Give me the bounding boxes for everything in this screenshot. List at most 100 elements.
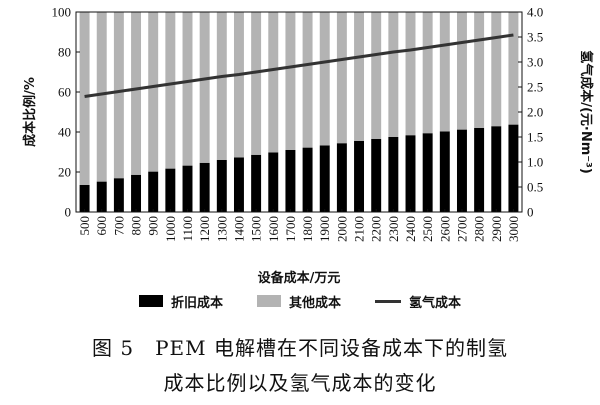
bar-depreciation-1800 xyxy=(302,147,313,212)
x-tick-label-2000: 2000 xyxy=(334,216,349,242)
x-tick-label-1800: 1800 xyxy=(300,216,315,242)
bar-depreciation-1700 xyxy=(285,150,296,212)
bar-depreciation-700 xyxy=(113,178,124,212)
bar-other-1500 xyxy=(251,12,262,155)
x-tick-label-700: 700 xyxy=(111,216,126,236)
bar-other-1400 xyxy=(233,12,244,158)
bar-depreciation-2600 xyxy=(439,131,450,212)
bar-depreciation-1400 xyxy=(233,157,244,212)
bar-depreciation-2100 xyxy=(354,141,365,212)
y-axis-ticks: 0 20 40 60 80 100 xyxy=(52,5,80,220)
x-tick-label-1300: 1300 xyxy=(214,216,229,242)
y2-tick-label-3.5: 3.5 xyxy=(527,30,543,45)
bar-depreciation-1300 xyxy=(216,160,227,212)
bar-other-2000 xyxy=(336,12,347,144)
bar-other-2900 xyxy=(491,12,502,127)
legend-swatch-other xyxy=(256,295,281,307)
x-tick-label-2800: 2800 xyxy=(472,216,487,242)
bar-depreciation-1900 xyxy=(319,145,330,212)
series-line-hydrogen-cost xyxy=(84,33,514,98)
x-tick-label-600: 600 xyxy=(94,216,109,236)
bar-other-500 xyxy=(79,12,90,185)
x-tick-label-1000: 1000 xyxy=(163,216,178,242)
bar-other-2600 xyxy=(439,12,450,132)
bar-depreciation-3000 xyxy=(508,124,519,212)
x-tick-label-1600: 1600 xyxy=(266,216,281,242)
y-tick-label-80: 80 xyxy=(58,45,71,60)
bar-other-1000 xyxy=(165,12,176,169)
x-axis-title: 设备成本/万元 xyxy=(258,270,341,286)
y-tick-label-20: 20 xyxy=(58,165,71,180)
x-tick-label-500: 500 xyxy=(77,216,92,236)
x-tick-label-2500: 2500 xyxy=(420,216,435,242)
bar-depreciation-900 xyxy=(148,171,159,212)
y-tick-label-40: 40 xyxy=(58,125,71,140)
bar-other-2200 xyxy=(371,12,382,139)
bar-depreciation-800 xyxy=(131,174,142,212)
bar-depreciation-2500 xyxy=(422,133,433,212)
legend: 折旧成本 其他成本 氢气成本 xyxy=(0,290,600,312)
bar-depreciation-600 xyxy=(96,181,107,212)
bar-other-900 xyxy=(148,12,159,172)
bar-depreciation-2000 xyxy=(336,143,347,212)
y-tick-label-60: 60 xyxy=(58,85,71,100)
x-tick-label-2600: 2600 xyxy=(437,216,452,242)
bar-other-800 xyxy=(131,12,142,175)
bar-other-1800 xyxy=(302,12,313,148)
y2-tick-label-0.5: 0.5 xyxy=(527,180,543,195)
x-tick-label-2100: 2100 xyxy=(352,216,367,242)
x-tick-label-1200: 1200 xyxy=(197,216,212,242)
bar-other-3000 xyxy=(508,12,519,125)
bar-other-2300 xyxy=(388,12,399,137)
bar-other-1600 xyxy=(268,12,279,153)
legend-item-other: 其他成本 xyxy=(256,292,341,311)
x-tick-label-1100: 1100 xyxy=(180,216,195,242)
x-tick-label-1900: 1900 xyxy=(317,216,332,242)
bar-other-1700 xyxy=(285,12,296,150)
x-tick-label-2700: 2700 xyxy=(454,216,469,242)
bar-other-2500 xyxy=(422,12,433,134)
figure-caption-line-2: 成本比例以及氢气成本的变化 xyxy=(163,371,437,395)
figure-caption-line-1: 图 5 PEM 电解槽在不同设备成本下的制氢 xyxy=(92,336,508,360)
x-tick-label-2900: 2900 xyxy=(489,216,504,242)
chart: 0 20 40 60 80 100 0 0.5 1.0 1.5 2.0 2.5 3.0 3.5 4.0 5… xyxy=(22,5,594,287)
bar-depreciation-2400 xyxy=(405,135,416,212)
y2-tick-label-0: 0 xyxy=(527,205,534,220)
x-tick-label-3000: 3000 xyxy=(506,216,521,242)
bar-other-2700 xyxy=(456,12,467,130)
bar-depreciation-1100 xyxy=(182,165,193,212)
bar-other-600 xyxy=(96,12,107,182)
bar-depreciation-1600 xyxy=(268,152,279,212)
legend-label-other: 其他成本 xyxy=(288,295,341,311)
bar-depreciation-1200 xyxy=(199,162,210,212)
bar-layer xyxy=(79,12,519,212)
bar-other-2100 xyxy=(354,12,365,141)
x-tick-label-2200: 2200 xyxy=(369,216,384,242)
y-tick-label-0: 0 xyxy=(65,205,72,220)
x-tick-label-900: 900 xyxy=(146,216,161,236)
bar-other-2800 xyxy=(474,12,485,128)
bar-other-700 xyxy=(113,12,124,179)
y2-tick-label-2.0: 2.0 xyxy=(527,105,543,120)
y2-axis-ticks: 0 0.5 1.0 1.5 2.0 2.5 3.0 3.5 4.0 xyxy=(518,5,543,220)
bar-other-1100 xyxy=(182,12,193,166)
y2-tick-label-1.5: 1.5 xyxy=(527,130,543,145)
bar-depreciation-2700 xyxy=(456,129,467,212)
line-layer xyxy=(84,33,514,98)
bar-other-2400 xyxy=(405,12,416,136)
x-tick-label-1400: 1400 xyxy=(231,216,246,242)
legend-label-hydrogen: 氢气成本 xyxy=(409,295,462,311)
bar-other-1900 xyxy=(319,12,330,146)
legend-swatch-hydrogen xyxy=(375,299,401,303)
x-tick-label-1700: 1700 xyxy=(283,216,298,242)
x-tick-label-800: 800 xyxy=(129,216,144,236)
y2-axis-title: 氢气成本/(元·Nm⁻³) xyxy=(578,50,594,174)
y2-tick-label-2.5: 2.5 xyxy=(527,80,543,95)
x-tick-label-2300: 2300 xyxy=(386,216,401,242)
bar-depreciation-1000 xyxy=(165,168,176,212)
bar-other-1200 xyxy=(199,12,210,163)
x-tick-label-2400: 2400 xyxy=(403,216,418,242)
legend-item-hydrogen: 氢气成本 xyxy=(375,292,461,311)
legend-label-depreciation: 折旧成本 xyxy=(170,295,223,311)
